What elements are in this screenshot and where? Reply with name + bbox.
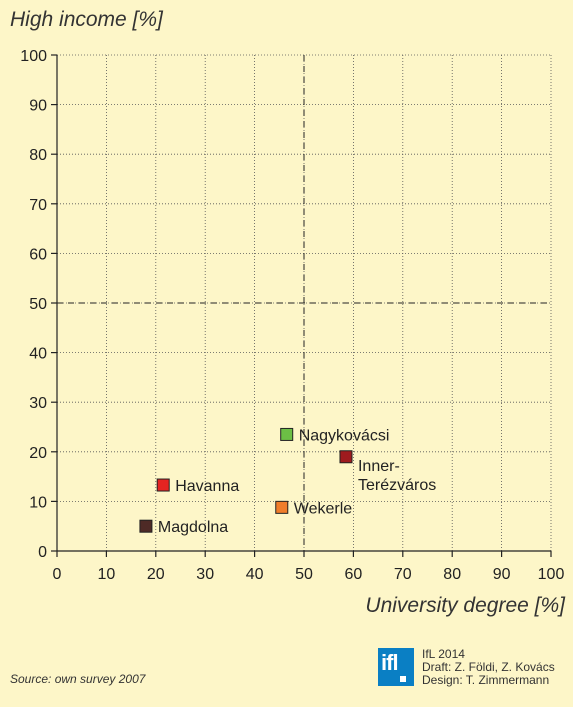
credit-draft: Draft: Z. Földi, Z. Kovács: [422, 660, 555, 674]
y-tick-label: 70: [29, 197, 47, 214]
x-tick-label: 30: [196, 566, 214, 583]
x-tick-label: 40: [246, 566, 264, 583]
logo-text: ifl: [381, 650, 399, 675]
data-point: [156, 478, 170, 492]
reference-lines: [57, 55, 551, 551]
x-tick-label: 20: [147, 566, 165, 583]
credits-block: ifl IfL 2014 Draft: Z. Földi, Z. Kovács …: [378, 648, 555, 687]
ifl-logo-icon: ifl: [378, 648, 414, 686]
point-label: Nagykovácsi: [299, 427, 390, 444]
data-point: [139, 519, 153, 533]
x-tick-label: 50: [295, 566, 313, 583]
axes: [51, 54, 552, 557]
x-tick-label: 70: [394, 566, 412, 583]
y-tick-label: 40: [29, 346, 47, 363]
y-tick-label: 20: [29, 445, 47, 462]
x-tick-label: 90: [493, 566, 511, 583]
y-axis-title: High income [%]: [10, 8, 163, 31]
x-tick-label: 10: [98, 566, 116, 583]
data-points: Nagykovácsi Inner-Terézváros Havanna Wekerl…: [139, 427, 436, 536]
x-tick-label: 0: [53, 566, 62, 583]
data-point: [339, 450, 353, 464]
point-label: Inner-Terézváros: [358, 458, 436, 494]
x-tick-label: 100: [538, 566, 565, 583]
credit-design: Design: T. Zimmermann: [422, 673, 550, 687]
scatter-chart: 0 10 20 30 40 50 60 70 80 90 100 0 10 20 30 40 50 60 70 80 9…: [20, 48, 564, 583]
x-axis-title: University degree [%]: [365, 594, 565, 617]
y-tick-label: 0: [38, 544, 47, 561]
y-tick-label: 100: [20, 48, 47, 65]
x-tick-label: 80: [443, 566, 461, 583]
point-label: Havanna: [175, 478, 239, 495]
y-tick-label: 10: [29, 494, 47, 511]
point-label: Magdolna: [158, 519, 228, 536]
point-label: Wekerle: [294, 500, 352, 517]
credit-lines: IfL 2014 Draft: Z. Földi, Z. Kovács Desi…: [422, 648, 555, 687]
y-tick-label: 60: [29, 246, 47, 263]
y-tick-label: 80: [29, 147, 47, 164]
data-point: [275, 500, 289, 514]
x-tick-label: 60: [345, 566, 363, 583]
credit-year: IfL 2014: [422, 647, 465, 661]
y-tick-label: 90: [29, 98, 47, 115]
tick-labels: 0 10 20 30 40 50 60 70 80 90 100 0 10 20 30 40 50 60 70 80 9…: [20, 48, 564, 583]
logo-dot: [400, 676, 406, 682]
y-tick-label: 50: [29, 296, 47, 313]
y-tick-label: 30: [29, 395, 47, 412]
data-point: [280, 427, 294, 441]
source-note: Source: own survey 2007: [10, 672, 146, 686]
